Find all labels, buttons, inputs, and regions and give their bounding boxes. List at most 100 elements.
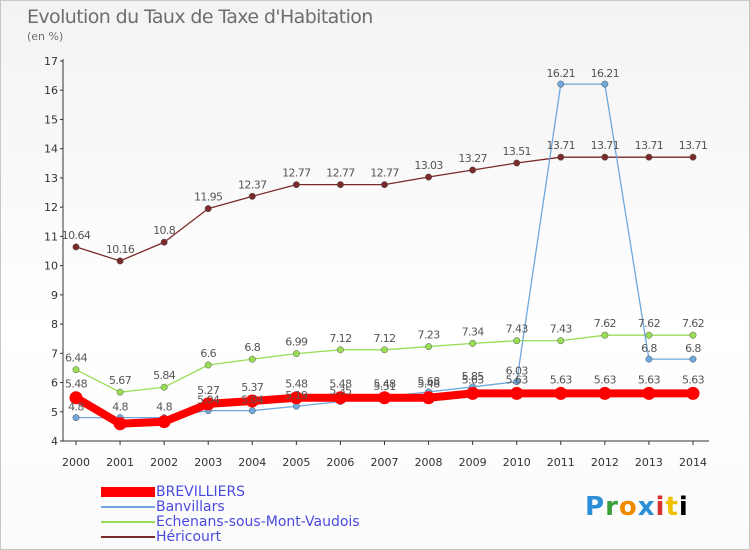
data-label: 12.77 <box>326 167 355 180</box>
x-tick-label: 2007 <box>371 456 399 469</box>
data-point <box>204 361 212 369</box>
chart-unit: (en %) <box>27 30 64 43</box>
y-tick-label: 12 <box>44 201 58 214</box>
legend-label: Héricourt <box>156 529 222 545</box>
data-point <box>601 80 609 88</box>
y-tick-label: 11 <box>44 230 58 243</box>
data-point <box>425 343 433 351</box>
data-point <box>513 159 521 167</box>
data-label: 5.51 <box>373 380 395 393</box>
data-label: 10.64 <box>62 229 91 242</box>
data-label: 5.68 <box>418 375 441 388</box>
data-label: 10.16 <box>106 243 135 256</box>
data-point <box>336 346 344 354</box>
data-label: 5.63 <box>550 373 573 386</box>
data-label: 5.37 <box>241 381 264 394</box>
data-label: 12.37 <box>238 178 267 191</box>
series-0 <box>69 386 700 431</box>
data-label: 5.63 <box>462 373 485 386</box>
data-label: 10.8 <box>153 224 176 237</box>
data-point <box>160 383 168 391</box>
data-label: 5.63 <box>506 373 529 386</box>
data-label: 5.63 <box>594 373 617 386</box>
data-point <box>378 391 391 405</box>
data-label: 5.35 <box>329 385 352 398</box>
x-tick-label: 2011 <box>547 456 575 469</box>
data-point <box>69 391 83 405</box>
data-label: 6.8 <box>244 341 260 354</box>
data-label: 4.8 <box>156 401 172 414</box>
x-tick-label: 2012 <box>591 456 619 469</box>
x-tick-label: 2006 <box>326 456 354 469</box>
y-tick-label: 16 <box>44 84 58 97</box>
legend-swatch <box>101 536 155 538</box>
data-point <box>292 350 300 358</box>
data-label: 12.77 <box>282 167 311 180</box>
data-labels-layer: 10.64 10.16 10.8 11.95 12.37 12.77 12.77 12.77 1… <box>62 67 708 414</box>
x-tick-label: 2000 <box>62 456 90 469</box>
x-tick-label: 2009 <box>459 456 487 469</box>
data-point <box>513 337 521 345</box>
data-point <box>381 181 388 189</box>
data-point <box>557 80 565 88</box>
x-tick-label: 2010 <box>503 456 531 469</box>
series-3 <box>72 153 697 265</box>
x-tick-label: 2001 <box>106 456 134 469</box>
data-point <box>510 386 524 400</box>
data-point <box>689 355 697 363</box>
data-label: 16.21 <box>591 67 620 80</box>
data-label: 13.71 <box>635 139 664 152</box>
y-tick-label: 14 <box>44 143 58 156</box>
data-point <box>642 386 656 400</box>
data-label: 5.27 <box>197 384 220 397</box>
data-point <box>513 378 521 386</box>
data-label: 5.67 <box>109 374 132 387</box>
data-point <box>113 417 127 431</box>
y-tick-label: 5 <box>51 406 58 419</box>
data-point <box>381 346 388 354</box>
y-tick-label: 7 <box>51 347 58 360</box>
legend-swatch <box>101 487 155 497</box>
data-point <box>333 391 347 405</box>
data-point <box>245 394 259 408</box>
data-point <box>292 181 300 189</box>
legend-label: Echenans-sous-Mont-Vaudois <box>156 514 360 530</box>
data-label: 5.48 <box>285 378 308 391</box>
legend-item: Echenans-sous-Mont-Vaudois <box>101 515 401 529</box>
data-label: 7.62 <box>682 317 704 330</box>
data-point <box>601 331 609 339</box>
data-point <box>72 243 80 251</box>
data-point <box>466 386 480 400</box>
data-label: 5.19 <box>285 389 308 402</box>
data-point <box>336 181 344 189</box>
data-point <box>557 337 565 345</box>
data-point <box>645 355 653 363</box>
data-label: 11.95 <box>194 191 223 204</box>
axes: 4 5 6 7 8 9 10 11 12 13 14 15 16 17 2000 2001 2002 2003 20… <box>44 55 709 469</box>
data-label: 16.21 <box>547 67 576 80</box>
data-point <box>689 331 697 339</box>
data-point <box>645 331 653 339</box>
data-label: 12.77 <box>370 167 399 180</box>
data-label: 5.85 <box>462 370 485 383</box>
data-label: 6.44 <box>65 352 88 365</box>
y-tick-label: 9 <box>51 289 58 302</box>
y-tick-label: 15 <box>44 113 58 126</box>
data-point <box>204 205 212 213</box>
data-point <box>157 415 171 429</box>
data-label: 13.03 <box>414 159 443 172</box>
data-point <box>689 153 697 161</box>
data-point <box>686 386 700 400</box>
data-label: 7.12 <box>373 332 395 345</box>
legend-item: BREVILLIERS <box>101 485 401 499</box>
data-point <box>422 391 436 405</box>
data-label: 5.48 <box>65 378 88 391</box>
data-label: 5.04 <box>197 394 220 407</box>
y-tick-label: 17 <box>44 55 58 68</box>
series-2 <box>72 331 697 396</box>
data-point <box>645 153 653 161</box>
x-tick-label: 2003 <box>194 456 222 469</box>
data-label: 4.8 <box>112 401 128 414</box>
data-label: 5.48 <box>329 378 352 391</box>
data-point <box>72 414 80 422</box>
